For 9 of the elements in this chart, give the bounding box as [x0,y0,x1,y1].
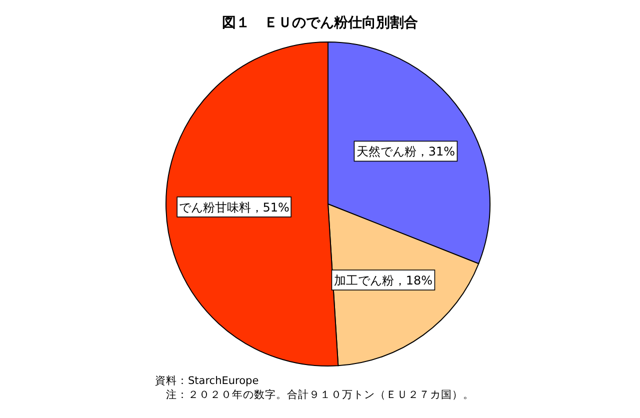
text: 資料：StarchEurope [155,374,259,387]
chart-title: 図１ ＥＵのでん粉仕向別割合 [222,14,418,31]
slice-label: 天然でん粉 [356,144,416,159]
data-label: ，51% [250,200,290,214]
data-label: ，18% [394,274,433,288]
slice-label: でん粉甘味料 [178,200,251,214]
text: 注：２０２０年の数字。合計９１０万トン（ＥＵ２７カ国）。 [155,388,474,401]
data-label: ，31% [416,144,456,159]
slice-label: 加工でん粉 [334,274,394,288]
